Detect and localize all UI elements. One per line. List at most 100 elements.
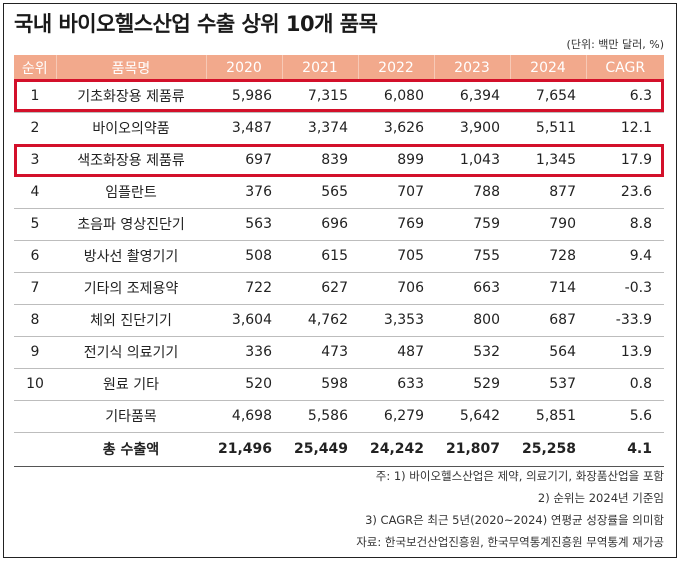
value-cell: 615 — [282, 240, 358, 273]
rank-cell — [14, 432, 56, 467]
value-cell: 705 — [358, 240, 434, 273]
table-header-row: 순위 품목명 2020 2021 2022 2023 2024 CAGR — [14, 55, 664, 80]
value-cell: 3,374 — [282, 112, 358, 145]
item-name-cell: 전기식 의료기기 — [56, 336, 206, 369]
cagr-cell: 12.1 — [586, 112, 664, 145]
item-name-cell: 초음파 영상진단기 — [56, 208, 206, 241]
export-table: 순위 품목명 2020 2021 2022 2023 2024 CAGR 1 기초… — [14, 55, 664, 467]
rank-cell — [14, 400, 56, 433]
item-name-cell: 총 수출액 — [56, 432, 206, 467]
value-cell: 788 — [434, 176, 510, 209]
value-cell: 706 — [358, 272, 434, 305]
value-cell: 697 — [206, 144, 282, 177]
cagr-cell: 13.9 — [586, 336, 664, 369]
header-rank: 순위 — [14, 55, 57, 80]
value-cell: 5,642 — [434, 400, 510, 433]
value-cell: 7,654 — [510, 80, 586, 113]
source-note: 자료: 한국보건산업진흥원, 한국무역통계진흥원 무역통계 재가공 — [356, 535, 664, 549]
item-name-cell: 바이오의약품 — [56, 112, 206, 145]
header-2023: 2023 — [434, 55, 511, 80]
value-cell: 759 — [434, 208, 510, 241]
cagr-cell: 5.6 — [586, 400, 664, 433]
value-cell: 598 — [282, 368, 358, 401]
value-cell: 25,449 — [282, 432, 358, 467]
value-cell: 714 — [510, 272, 586, 305]
cagr-cell: 23.6 — [586, 176, 664, 209]
value-cell: 722 — [206, 272, 282, 305]
header-cagr: CAGR — [586, 55, 664, 80]
value-cell: 508 — [206, 240, 282, 273]
rank-cell: 8 — [14, 304, 56, 337]
cagr-cell: 0.8 — [586, 368, 664, 401]
item-name-cell: 임플란트 — [56, 176, 206, 209]
value-cell: 25,258 — [510, 432, 586, 467]
value-cell: 564 — [510, 336, 586, 369]
value-cell: 6,279 — [358, 400, 434, 433]
value-cell: 487 — [358, 336, 434, 369]
table-row: 1 기초화장용 제품류 5,986 7,315 6,080 6,394 7,654 6.3 — [14, 80, 664, 113]
table-row: 6 방사선 촬영기기 508 615 705 755 728 9.4 — [14, 240, 664, 273]
value-cell: 633 — [358, 368, 434, 401]
value-cell: 696 — [282, 208, 358, 241]
item-name-cell: 기초화장용 제품류 — [56, 80, 206, 113]
table-total-row: 총 수출액 21,496 25,449 24,242 21,807 25,258 4.1 — [14, 432, 664, 467]
value-cell: 5,586 — [282, 400, 358, 433]
value-cell: 21,807 — [434, 432, 510, 467]
rank-cell: 5 — [14, 208, 56, 241]
highlight-box-row-1 — [14, 79, 664, 112]
item-name-cell: 원료 기타 — [56, 368, 206, 401]
value-cell: 1,345 — [510, 144, 586, 177]
table-row: 8 체외 진단기기 3,604 4,762 3,353 800 687 -33.9 — [14, 304, 664, 337]
value-cell: 5,851 — [510, 400, 586, 433]
table-body: 1 기초화장용 제품류 5,986 7,315 6,080 6,394 7,654 6.3 2 바… — [14, 80, 664, 467]
value-cell: 376 — [206, 176, 282, 209]
rank-cell: 4 — [14, 176, 56, 209]
header-2021: 2021 — [282, 55, 359, 80]
footnote-line: 3) CAGR은 최근 5년(2020~2024) 연평균 성장률을 의미함 — [365, 513, 664, 527]
cagr-cell: 4.1 — [586, 432, 664, 467]
cagr-cell: 8.8 — [586, 208, 664, 241]
table-row: 10 원료 기타 520 598 633 529 537 0.8 — [14, 368, 664, 401]
value-cell: 21,496 — [206, 432, 282, 467]
highlight-box-row-3 — [14, 144, 664, 177]
value-cell: 4,698 — [206, 400, 282, 433]
rank-cell: 3 — [14, 144, 56, 177]
value-cell: 877 — [510, 176, 586, 209]
value-cell: 755 — [434, 240, 510, 273]
value-cell: 1,043 — [434, 144, 510, 177]
item-name-cell: 기타품목 — [56, 400, 206, 433]
footnote-line: 2) 순위는 2024년 기준임 — [537, 491, 664, 505]
rank-cell: 2 — [14, 112, 56, 145]
cagr-cell: -0.3 — [586, 272, 664, 305]
value-cell: 3,353 — [358, 304, 434, 337]
value-cell: 687 — [510, 304, 586, 337]
value-cell: 800 — [434, 304, 510, 337]
value-cell: 4,762 — [282, 304, 358, 337]
value-cell: 537 — [510, 368, 586, 401]
unit-label: (단위: 백만 달러, %) — [566, 38, 664, 51]
table-row: 4 임플란트 376 565 707 788 877 23.6 — [14, 176, 664, 209]
header-name: 품목명 — [56, 55, 207, 80]
rank-cell: 10 — [14, 368, 56, 401]
value-cell: 24,242 — [358, 432, 434, 467]
rank-cell: 9 — [14, 336, 56, 369]
value-cell: 627 — [282, 272, 358, 305]
header-2024: 2024 — [510, 55, 587, 80]
value-cell: 336 — [206, 336, 282, 369]
value-cell: 5,511 — [510, 112, 586, 145]
page-title: 국내 바이오헬스산업 수출 상위 10개 품목 — [14, 12, 378, 36]
table-row: 2 바이오의약품 3,487 3,374 3,626 3,900 5,511 12.1 — [14, 112, 664, 145]
value-cell: 6,394 — [434, 80, 510, 113]
footnote-line: 주: 1) 바이오헬스산업은 제약, 의료기기, 화장품산업을 포함 — [375, 469, 664, 483]
value-cell: 707 — [358, 176, 434, 209]
value-cell: 790 — [510, 208, 586, 241]
header-2020: 2020 — [206, 55, 283, 80]
header-2022: 2022 — [358, 55, 435, 80]
value-cell: 565 — [282, 176, 358, 209]
value-cell: 473 — [282, 336, 358, 369]
rank-cell: 7 — [14, 272, 56, 305]
value-cell: 532 — [434, 336, 510, 369]
table-row: 9 전기식 의료기기 336 473 487 532 564 13.9 — [14, 336, 664, 369]
value-cell: 839 — [282, 144, 358, 177]
cagr-cell: 9.4 — [586, 240, 664, 273]
